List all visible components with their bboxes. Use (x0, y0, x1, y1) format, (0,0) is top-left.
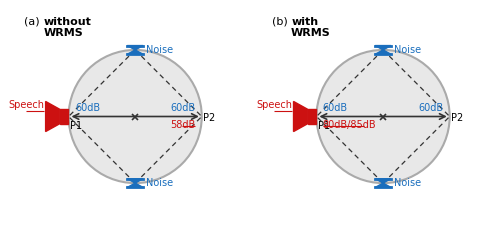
Text: Speech: Speech (8, 100, 44, 110)
Polygon shape (375, 179, 391, 183)
Text: Noise: Noise (394, 45, 421, 55)
Polygon shape (308, 109, 316, 124)
Polygon shape (60, 109, 68, 124)
Circle shape (316, 50, 450, 183)
Text: P2: P2 (204, 113, 216, 123)
Text: 60dB: 60dB (75, 103, 100, 113)
Polygon shape (127, 183, 143, 187)
Text: 58dB: 58dB (170, 120, 196, 130)
Text: Noise: Noise (146, 178, 174, 188)
Text: 60dB: 60dB (170, 103, 196, 113)
Text: with
WRMS: with WRMS (291, 17, 331, 38)
Text: P2: P2 (452, 113, 464, 123)
Text: 60dB: 60dB (323, 103, 348, 113)
Polygon shape (294, 101, 308, 132)
Text: P1: P1 (318, 121, 330, 131)
Polygon shape (127, 46, 143, 50)
Polygon shape (375, 183, 391, 187)
Polygon shape (375, 50, 391, 54)
Text: (a): (a) (24, 17, 40, 27)
Text: 80dB/85dB: 80dB/85dB (323, 120, 376, 130)
Polygon shape (127, 179, 143, 183)
Text: P1: P1 (70, 121, 82, 131)
Polygon shape (46, 101, 60, 132)
Text: Noise: Noise (394, 178, 421, 188)
Polygon shape (127, 50, 143, 54)
Text: Speech: Speech (256, 100, 292, 110)
Text: without
WRMS: without WRMS (43, 17, 91, 38)
Text: Noise: Noise (146, 45, 174, 55)
Circle shape (68, 50, 202, 183)
Polygon shape (375, 46, 391, 50)
Text: 60dB: 60dB (418, 103, 444, 113)
Text: (b): (b) (272, 17, 288, 27)
